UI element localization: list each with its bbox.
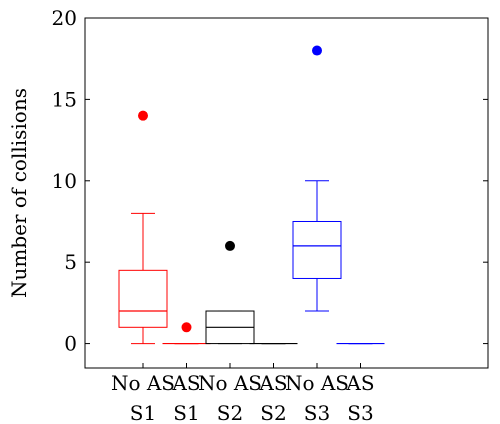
x-tick-label-line2: S3 — [347, 401, 373, 424]
iqr-box — [292, 220, 342, 279]
outlier-point — [225, 240, 235, 251]
x-tick-label-line1: AS — [258, 371, 287, 395]
y-axis: 0 5 10 15 20 — [52, 6, 488, 356]
y-tick-label: 0 — [64, 332, 77, 356]
x-tick-label-line2: S1 — [173, 401, 199, 424]
x-tick-label-line2: S1 — [130, 401, 156, 424]
boxes-group — [118, 45, 385, 345]
iqr-box — [118, 269, 168, 328]
x-tick-label-line1: No AS — [111, 371, 175, 395]
y-axis-label: Number of collisions — [7, 88, 31, 298]
outlier-point — [181, 322, 192, 333]
y-tick-label: 20 — [52, 6, 77, 30]
y-tick-label: 10 — [52, 169, 77, 193]
plot-frame — [84, 17, 489, 369]
x-axis: No AS S1 AS S1 No AS S2 AS S2 No AS S3 AS S3 — [111, 363, 375, 424]
x-tick-label-line1: No AS — [198, 371, 262, 395]
y-tick-label: 5 — [64, 250, 77, 274]
box-1 — [118, 110, 168, 345]
x-tick-label-line2: S3 — [304, 401, 330, 424]
box-3 — [205, 240, 255, 345]
outlier-point — [138, 110, 148, 121]
box-2 — [162, 322, 211, 345]
x-tick-label-line2: S2 — [217, 401, 243, 424]
x-tick-label-line1: No AS — [285, 371, 349, 395]
box-5 — [292, 45, 342, 312]
x-tick-label-line1: AS — [171, 371, 200, 395]
y-tick-label: 15 — [52, 87, 77, 111]
outlier-point — [312, 45, 322, 56]
x-tick-label-line2: S2 — [260, 401, 286, 424]
x-tick-label-line1: AS — [345, 371, 374, 395]
